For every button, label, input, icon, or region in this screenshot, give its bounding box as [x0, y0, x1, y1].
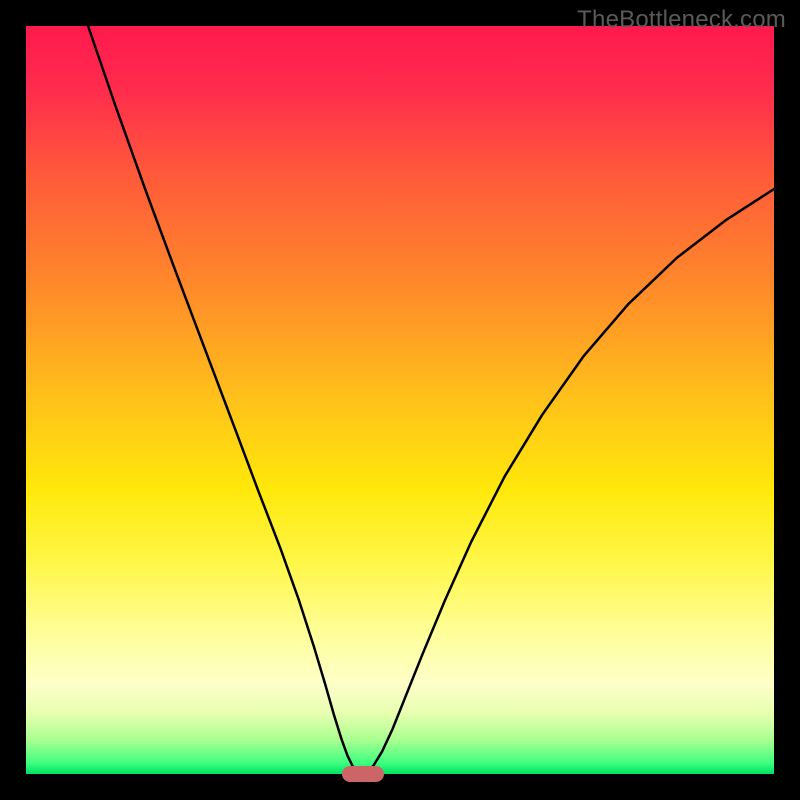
plot-area — [26, 26, 774, 774]
watermark-text: TheBottleneck.com — [577, 6, 786, 34]
minimum-marker — [342, 766, 384, 782]
bottleneck-curve — [26, 26, 774, 774]
chart-container: TheBottleneck.com — [0, 0, 800, 800]
curve-path — [88, 26, 774, 774]
